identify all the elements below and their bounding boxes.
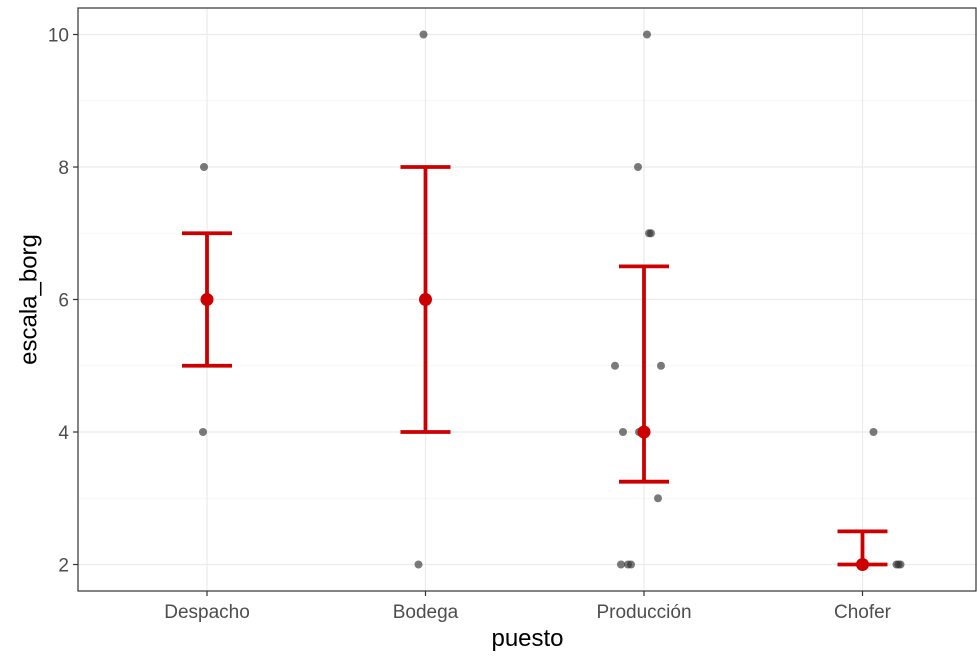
y-tick-label: 10 xyxy=(48,26,69,47)
data-point xyxy=(869,428,878,436)
data-point xyxy=(645,229,653,238)
data-point xyxy=(654,494,662,503)
median-point xyxy=(419,293,432,306)
data-points xyxy=(199,30,905,569)
x-tick-label: Despacho xyxy=(164,602,250,623)
x-tick-label: Chofer xyxy=(834,602,892,623)
data-point xyxy=(611,361,619,370)
data-point xyxy=(617,560,625,569)
median-point xyxy=(200,293,214,306)
y-axis-title: escala_borg xyxy=(15,234,42,365)
data-point xyxy=(657,361,665,370)
data-point xyxy=(643,30,651,39)
summary-errorbars xyxy=(182,165,888,571)
data-point xyxy=(419,30,428,39)
data-point xyxy=(634,163,642,171)
y-tick-label: 6 xyxy=(58,291,69,312)
data-point xyxy=(200,163,208,171)
x-axis-ticks: Despacho Bodega Producción Chofer xyxy=(164,591,892,623)
y-tick-label: 8 xyxy=(58,158,69,179)
x-tick-label: Bodega xyxy=(393,602,459,623)
x-tick-label: Producción xyxy=(596,602,691,623)
data-point xyxy=(414,560,423,569)
y-tick-label: 2 xyxy=(58,556,69,577)
x-axis-title: puesto xyxy=(491,625,563,652)
data-point xyxy=(619,428,627,436)
data-point xyxy=(199,428,207,436)
median-point xyxy=(637,425,651,439)
data-point xyxy=(627,560,635,569)
data-point xyxy=(896,560,905,569)
major-gridlines xyxy=(78,8,977,591)
y-tick-label: 4 xyxy=(58,423,69,444)
median-point xyxy=(856,558,869,571)
y-axis-ticks: 2 4 6 8 10 xyxy=(48,26,78,577)
